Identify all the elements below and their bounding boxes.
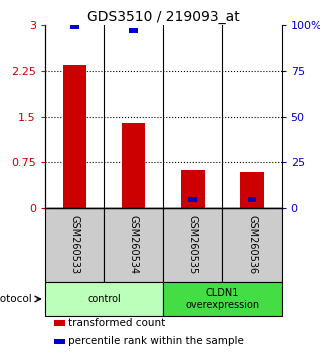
Bar bbox=[54, 320, 65, 326]
Bar bbox=[45, 208, 104, 282]
Text: GSM260535: GSM260535 bbox=[188, 215, 198, 275]
Bar bbox=[222, 208, 282, 282]
Text: control: control bbox=[87, 294, 121, 304]
Bar bbox=[163, 282, 282, 316]
Bar bbox=[63, 64, 86, 208]
Text: protocol: protocol bbox=[0, 294, 32, 304]
Bar bbox=[70, 24, 79, 29]
Bar bbox=[122, 122, 146, 208]
Bar bbox=[104, 208, 163, 282]
Bar bbox=[129, 28, 138, 33]
Bar bbox=[240, 172, 264, 208]
Text: transformed count: transformed count bbox=[68, 318, 166, 328]
Bar bbox=[188, 197, 197, 201]
Bar bbox=[45, 282, 163, 316]
Text: GSM260533: GSM260533 bbox=[69, 216, 79, 275]
Bar bbox=[248, 197, 256, 201]
Text: percentile rank within the sample: percentile rank within the sample bbox=[68, 336, 244, 347]
Text: GSM260536: GSM260536 bbox=[247, 216, 257, 275]
Text: GSM260534: GSM260534 bbox=[129, 216, 139, 275]
Text: CLDN1
overexpression: CLDN1 overexpression bbox=[185, 288, 260, 310]
Bar bbox=[54, 339, 65, 344]
Bar bbox=[163, 208, 222, 282]
Bar bbox=[181, 170, 205, 208]
Title: GDS3510 / 219093_at: GDS3510 / 219093_at bbox=[87, 10, 240, 24]
